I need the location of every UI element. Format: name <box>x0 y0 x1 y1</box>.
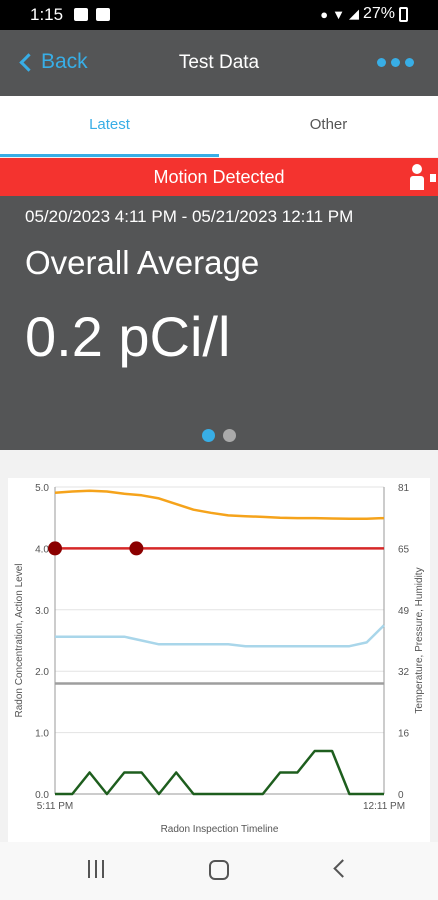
alert-indicator <box>430 174 436 182</box>
tab-latest[interactable]: Latest <box>0 96 219 157</box>
date-range: 05/20/2023 4:11 PM - 05/21/2023 12:11 PM <box>25 207 354 226</box>
signal-icon: ◢ <box>348 6 359 21</box>
x-tick-label: 12:11 PM <box>363 801 405 812</box>
system-nav-bar <box>0 842 438 900</box>
page-title: Test Data <box>178 52 260 73</box>
y-left-tick-label: 4.0 <box>35 544 49 555</box>
average-value: 0.2 pCi/l <box>25 305 231 368</box>
series-line-4 <box>55 749 384 796</box>
y-left-axis-title: Radon Concentration, Action Level <box>14 564 25 718</box>
gallery-notification-icon <box>74 8 88 21</box>
home-button[interactable] <box>209 860 229 880</box>
app-notification-icon <box>96 8 110 21</box>
status-bar: 1:15 ● ▼ ◢ 27% <box>0 0 438 30</box>
y-left-tick-label: 0.0 <box>35 790 49 801</box>
back-label: Back <box>41 50 88 73</box>
more-options-icon[interactable] <box>377 58 414 67</box>
summary-panel: 05/20/2023 4:11 PM - 05/21/2023 12:11 PM… <box>0 196 438 450</box>
page-indicator[interactable] <box>0 429 438 442</box>
y-right-tick-label: 16 <box>398 729 410 740</box>
series-line-2 <box>55 624 385 648</box>
y-right-tick-label: 0 <box>398 790 404 801</box>
y-left-tick-label: 1.0 <box>35 729 49 740</box>
data-point-marker <box>48 541 62 556</box>
chart-card: 0.0 1.0 2.0 3.0 4.0 5.0 0 16 32 49 65 81 5:11 PM 12:1… <box>8 478 430 842</box>
battery-icon <box>399 6 408 22</box>
system-back-button[interactable] <box>333 859 352 878</box>
recent-apps-button[interactable] <box>88 860 104 878</box>
motion-alert-banner: Motion Detected <box>0 158 438 196</box>
y-right-tick-label: 81 <box>398 483 410 494</box>
tab-other[interactable]: Other <box>309 116 348 133</box>
status-time: 1:15 <box>30 5 64 24</box>
y-right-axis-title: Temperature, Pressure, Humidity <box>414 567 425 713</box>
page-dot[interactable] <box>223 429 236 442</box>
radon-chart: 0.0 1.0 2.0 3.0 4.0 5.0 0 16 32 49 65 81 5:11 PM 12:1… <box>14 483 425 835</box>
battery-percent: 27% <box>362 5 395 22</box>
y-left-tick-label: 2.0 <box>35 667 49 678</box>
location-icon: ● <box>320 6 329 22</box>
page-dot-active[interactable] <box>202 429 215 442</box>
app-header: Back Test Data <box>0 30 438 96</box>
y-right-tick-label: 65 <box>398 544 410 555</box>
data-point-marker <box>129 541 144 556</box>
average-label: Overall Average <box>25 244 260 281</box>
y-right-tick-label: 49 <box>398 606 410 617</box>
tab-bar: Latest Other <box>0 96 438 157</box>
wifi-icon: ▼ <box>332 6 345 22</box>
x-tick-label: 5:11 PM <box>37 801 74 812</box>
y-left-tick-label: 5.0 <box>35 483 49 494</box>
person-icon <box>410 164 424 190</box>
y-right-tick-label: 32 <box>398 667 410 678</box>
x-axis-title: Radon Inspection Timeline <box>161 824 279 835</box>
y-left-tick-label: 3.0 <box>35 606 49 617</box>
series-line-0 <box>54 489 385 521</box>
alert-text: Motion Detected <box>153 167 285 187</box>
back-button[interactable]: Back <box>16 50 88 74</box>
